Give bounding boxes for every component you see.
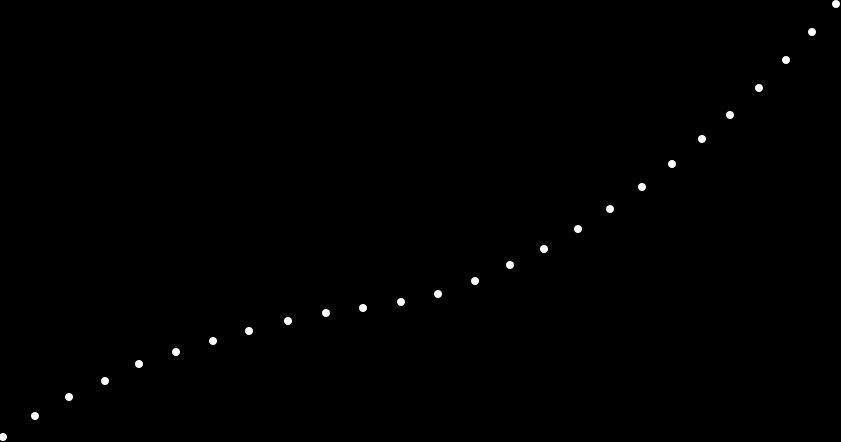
scatter-point [782,56,790,64]
scatter-point [832,0,840,8]
scatter-point [540,245,548,253]
scatter-point [726,111,734,119]
scatter-point [755,84,763,92]
scatter-point [135,360,143,368]
scatter-point [808,28,816,36]
scatter-point [359,304,367,312]
scatter-point [322,309,330,317]
scatter-point [574,225,582,233]
scatter-point [606,205,614,213]
scatter-point [506,261,514,269]
scatter-point [101,377,109,385]
scatter-point [638,183,646,191]
scatter-point [31,412,39,420]
scatter-point [209,337,217,345]
scatter-point [172,348,180,356]
scatter-point [245,327,253,335]
scatter-point [65,393,73,401]
scatter-point [698,135,706,143]
scatter-point [284,317,292,325]
scatter-point [668,160,676,168]
scatter-point [397,298,405,306]
scatter-point [0,433,7,441]
scatter-point [434,290,442,298]
scatter-point [471,277,479,285]
